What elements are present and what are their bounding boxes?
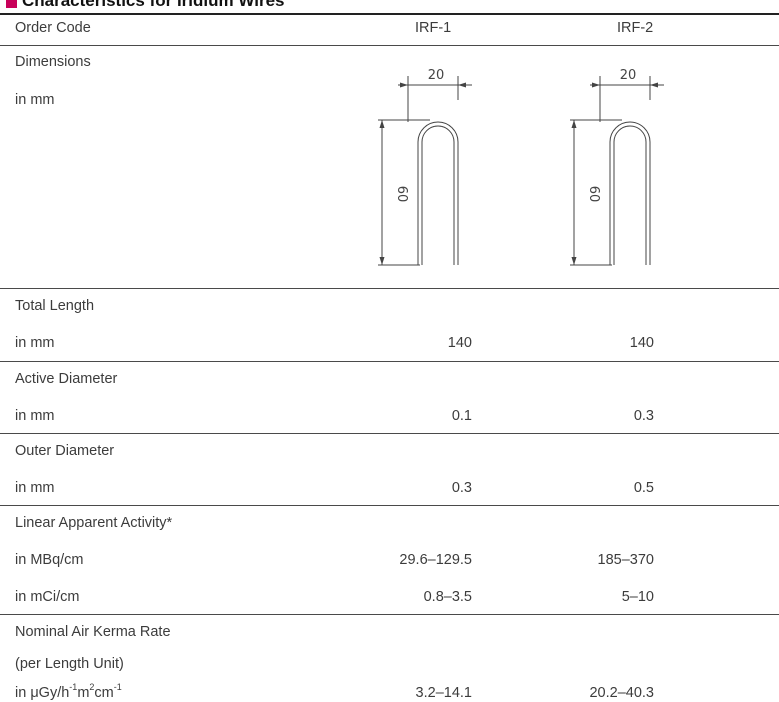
header-col-irf2: IRF-2 <box>617 20 654 36</box>
title-marker-square <box>6 0 17 8</box>
outer-diameter-irf1: 0.3 <box>451 480 472 496</box>
active-diameter-irf1: 0.1 <box>451 408 472 424</box>
header-col-irf1: IRF-1 <box>415 20 452 36</box>
linear-activity-mbq-irf2: 185–370 <box>597 552 654 568</box>
height-dimension-label: 60 <box>586 186 601 203</box>
row-divider <box>0 505 779 506</box>
width-dimension-label: 20 <box>428 68 445 83</box>
title-bar: Characteristics for Iridium Wires <box>0 0 779 14</box>
outer-diameter-unit: in mm <box>15 480 55 496</box>
row-divider <box>0 614 779 615</box>
row-divider <box>0 433 779 434</box>
linear-activity-mci-irf2: 5–10 <box>621 589 654 605</box>
active-diameter-label: Active Diameter <box>15 371 118 387</box>
air-kerma-label-sub: (per Length Unit) <box>15 656 124 672</box>
linear-activity-mbq-irf1: 29.6–129.5 <box>399 552 472 568</box>
total-length-label: Total Length <box>15 298 95 314</box>
wire-diagram-irf2: 20 60 <box>562 60 692 270</box>
total-length-irf1: 140 <box>447 335 472 351</box>
height-dimension-label: 60 <box>394 186 409 203</box>
linear-activity-mci-irf1: 0.8–3.5 <box>423 589 472 605</box>
hairpin-wire-icon: 20 60 <box>378 68 472 266</box>
header-order-code-label: Order Code <box>15 20 91 36</box>
width-dimension-label: 20 <box>620 68 637 83</box>
linear-activity-unit-mbq: in MBq/cm <box>15 552 84 568</box>
active-diameter-unit: in mm <box>15 408 55 424</box>
row-divider <box>0 288 779 289</box>
air-kerma-irf2: 20.2–40.3 <box>589 685 654 701</box>
outer-diameter-irf2: 0.5 <box>633 480 654 496</box>
air-kerma-irf1: 3.2–14.1 <box>415 685 472 701</box>
row-divider <box>0 361 779 362</box>
air-kerma-label: Nominal Air Kerma Rate <box>15 624 171 640</box>
dimensions-label: Dimensions <box>15 54 91 70</box>
active-diameter-irf2: 0.3 <box>633 408 654 424</box>
total-length-unit: in mm <box>15 335 55 351</box>
air-kerma-unit: in μGy/h-1m2cm-1 <box>15 682 122 701</box>
page-title: Characteristics for Iridium Wires <box>22 0 285 10</box>
row-divider <box>0 45 779 46</box>
header-top-rule <box>0 13 779 15</box>
outer-diameter-label: Outer Diameter <box>15 443 115 459</box>
hairpin-wire-icon: 20 60 <box>570 68 664 266</box>
total-length-irf2: 140 <box>629 335 654 351</box>
linear-activity-unit-mci: in mCi/cm <box>15 589 80 605</box>
dimensions-unit: in mm <box>15 92 55 108</box>
wire-diagram-irf1: 20 60 <box>370 60 500 270</box>
linear-activity-label: Linear Apparent Activity* <box>15 515 173 531</box>
